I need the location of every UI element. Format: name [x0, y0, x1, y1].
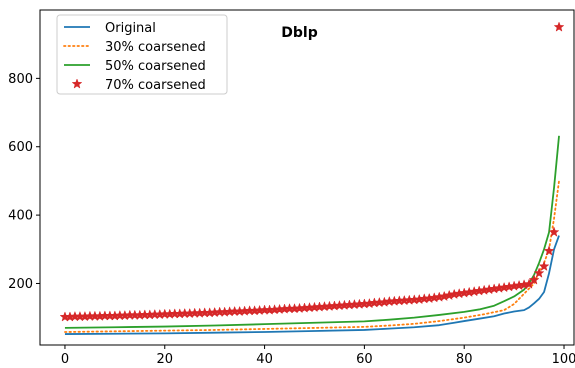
- series-line: [64, 235, 560, 335]
- y-tick-label: 800: [8, 72, 33, 87]
- ticks-layer: 0 20 40 60 80 100 200 400 600 800: [8, 72, 575, 367]
- legend-label: 30% coarsened: [105, 40, 206, 55]
- chart-title: Dblp: [281, 25, 317, 41]
- star-marker: [553, 21, 565, 32]
- x-tick-label: 80: [456, 352, 473, 367]
- legend-label: Original: [105, 21, 156, 36]
- legend-box: [56, 14, 228, 95]
- star-marker: [548, 226, 560, 237]
- x-tick-label: 20: [156, 352, 173, 367]
- legend-label: 70% coarsened: [105, 78, 206, 93]
- axes-frame: [39, 9, 575, 346]
- y-tick-label: 200: [8, 277, 33, 292]
- legend-label: 50% coarsened: [105, 59, 206, 74]
- y-tick-label: 400: [8, 209, 33, 224]
- star-marker: [533, 267, 545, 278]
- legend: Original 30% coarsened 50% coarsened 70% co…: [56, 14, 228, 95]
- y-tick-label: 600: [8, 140, 33, 155]
- x-tick-label: 0: [61, 352, 69, 367]
- x-tick-label: 100: [552, 352, 575, 367]
- star-marker: [538, 260, 550, 271]
- star-marker: [543, 245, 555, 256]
- legend-swatch: [71, 78, 83, 89]
- star-marker: [528, 274, 540, 285]
- x-tick-label: 60: [356, 352, 373, 367]
- series-layer: [59, 21, 565, 335]
- series-line: [64, 135, 560, 329]
- x-tick-label: 40: [256, 352, 273, 367]
